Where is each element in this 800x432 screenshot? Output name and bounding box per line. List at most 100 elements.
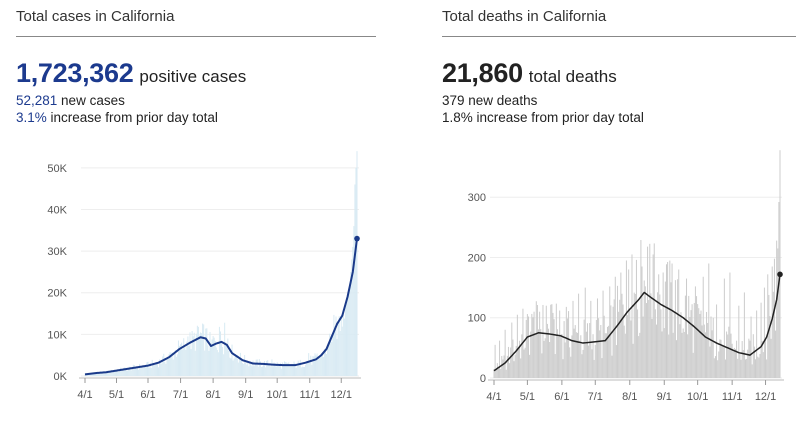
daily-bar: [292, 364, 294, 376]
daily-bar: [637, 309, 639, 378]
daily-bar: [770, 338, 772, 378]
total-deaths-unit: total deaths: [528, 67, 617, 86]
daily-bar: [722, 346, 724, 378]
daily-bar: [624, 333, 626, 378]
daily-bar: [233, 358, 235, 376]
daily-bar: [733, 347, 735, 378]
daily-bar: [173, 353, 175, 376]
daily-bar: [575, 332, 577, 378]
daily-bar: [708, 263, 710, 378]
daily-bar: [628, 269, 630, 378]
daily-bar: [289, 364, 291, 376]
daily-bar: [550, 304, 552, 378]
daily-bar: [183, 338, 185, 376]
daily-bar: [724, 359, 726, 378]
daily-bar: [322, 356, 324, 376]
daily-bar: [191, 331, 193, 376]
x-tick-label: 5/1: [109, 389, 124, 401]
daily-bar: [569, 347, 571, 378]
daily-bar: [260, 366, 262, 376]
daily-bar: [696, 296, 698, 378]
daily-bar: [277, 364, 279, 376]
daily-bar: [706, 311, 708, 378]
daily-bar: [726, 331, 728, 378]
daily-bar: [139, 363, 141, 376]
daily-bar: [668, 334, 670, 378]
daily-bar: [92, 373, 94, 376]
daily-bar: [341, 326, 343, 376]
daily-bar: [120, 367, 122, 376]
daily-bar: [777, 248, 779, 378]
daily-bar: [670, 282, 672, 378]
daily-bar: [342, 309, 344, 376]
daily-bar: [603, 315, 605, 378]
cases-chart: 0K 10K 20K 30K 40K 50K 4/1 5/1 6/1 7/1 8/1 9/1 10/1 1…: [47, 151, 361, 401]
daily-bar: [246, 364, 248, 376]
deaths-title-rule: [442, 36, 796, 37]
daily-bar: [140, 367, 142, 376]
daily-bar: [118, 371, 120, 376]
daily-bar: [223, 354, 225, 376]
daily-bar: [689, 316, 691, 378]
daily-bar: [137, 367, 139, 376]
daily-bar: [516, 314, 518, 378]
daily-bar: [548, 328, 550, 378]
daily-bar: [601, 358, 603, 378]
daily-bar: [163, 353, 165, 376]
daily-bar: [664, 281, 666, 378]
daily-bar: [671, 263, 673, 378]
daily-bar: [350, 271, 352, 376]
daily-bar: [493, 369, 495, 378]
daily-bar: [608, 325, 610, 378]
x-tick-label: 11/1: [722, 391, 743, 403]
daily-bar: [134, 367, 136, 376]
daily-bar: [206, 328, 208, 376]
y-tick-label: 20K: [47, 288, 67, 300]
daily-bar: [296, 366, 298, 376]
daily-bar: [688, 295, 690, 378]
daily-bar: [239, 352, 241, 376]
daily-bar: [697, 304, 699, 378]
daily-bar: [592, 334, 594, 378]
daily-bar: [84, 374, 86, 376]
daily-bar: [591, 349, 593, 378]
daily-bar: [534, 333, 536, 378]
daily-bar: [734, 349, 736, 378]
daily-bar: [129, 366, 131, 376]
daily-bar: [353, 226, 355, 376]
daily-bar: [172, 359, 174, 376]
daily-bar: [676, 340, 678, 378]
daily-bar: [625, 260, 627, 378]
daily-bar: [324, 348, 326, 376]
daily-bar: [563, 321, 565, 378]
daily-bar: [281, 362, 283, 376]
daily-bar: [337, 321, 339, 376]
daily-bar: [156, 362, 158, 376]
daily-bar: [495, 369, 497, 378]
daily-bar: [158, 367, 160, 376]
daily-bar: [311, 364, 313, 376]
daily-bar: [588, 345, 590, 378]
daily-bar: [519, 340, 521, 378]
daily-bar: [712, 317, 714, 378]
x-tick-label: 4/1: [486, 391, 501, 403]
y-tick-label: 10K: [47, 329, 67, 341]
x-tick-label: 8/1: [205, 389, 220, 401]
daily-bar: [739, 353, 741, 378]
daily-bar: [630, 320, 632, 378]
daily-bar: [235, 355, 237, 376]
daily-bar: [635, 259, 637, 378]
daily-bar: [647, 246, 649, 378]
daily-bar: [252, 360, 254, 376]
daily-bar: [236, 358, 238, 376]
daily-bar: [167, 358, 169, 376]
daily-bar: [295, 367, 297, 376]
daily-bar: [578, 293, 580, 378]
daily-bar: [300, 367, 302, 376]
daily-bar: [756, 310, 758, 378]
daily-bar: [155, 363, 157, 376]
daily-bar: [168, 354, 170, 376]
daily-bar: [238, 359, 240, 376]
daily-bar: [264, 360, 266, 376]
daily-bar: [228, 350, 230, 376]
